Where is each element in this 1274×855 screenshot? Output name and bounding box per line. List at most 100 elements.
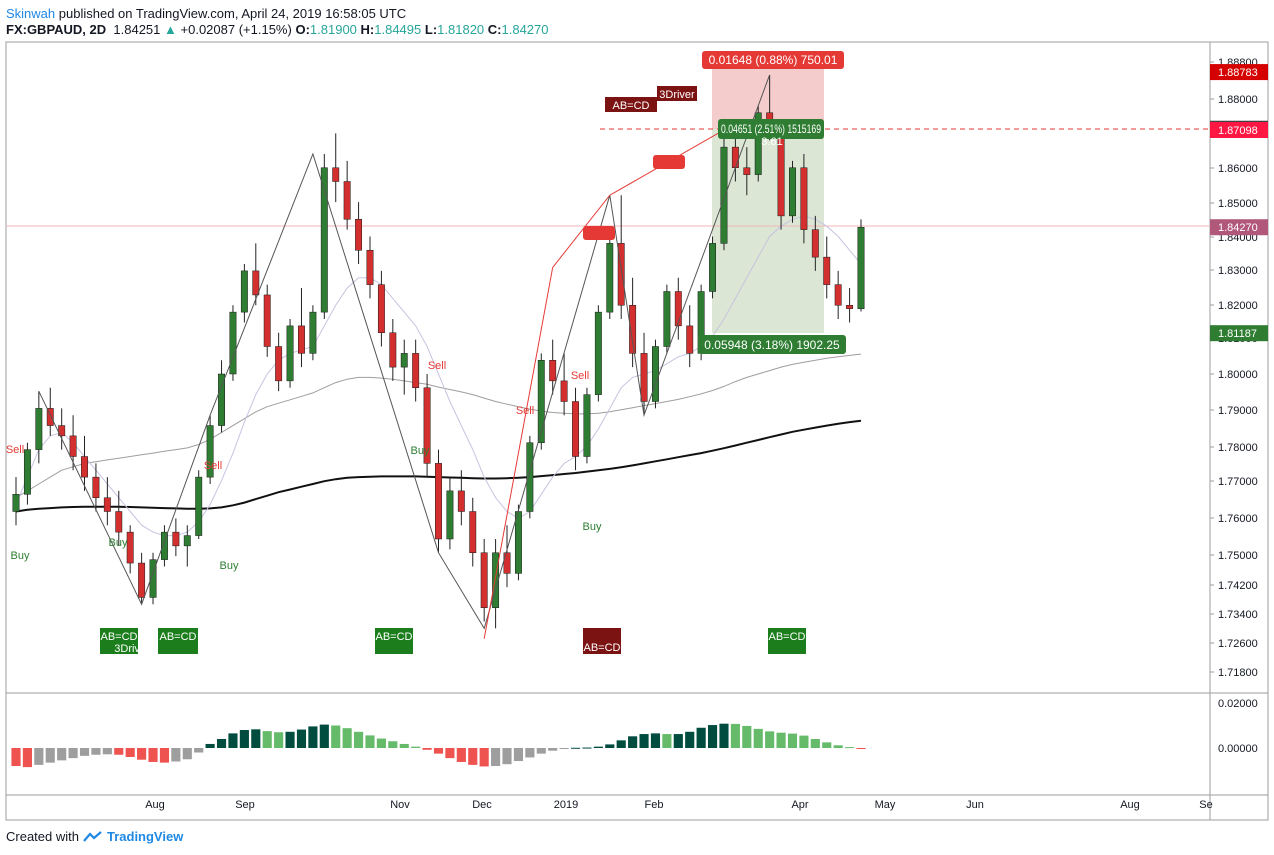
- price-badge[interactable]: [1210, 64, 1268, 81]
- candle-body: [789, 167, 796, 217]
- candle-body: [103, 497, 111, 512]
- oscillator-bar: [491, 748, 501, 766]
- footer: Created with TradingView: [6, 829, 183, 844]
- pattern-leg-tag[interactable]: [653, 155, 685, 169]
- oscillator-bar: [422, 748, 432, 750]
- candle-body: [240, 270, 248, 313]
- oscillator-tick-label: 0.02000: [1218, 698, 1258, 710]
- oscillator-bar: [845, 747, 855, 749]
- created-with-text: Created with: [6, 829, 79, 844]
- oscillator-bar: [376, 738, 386, 748]
- oscillator-bar: [57, 748, 67, 761]
- candle-body: [583, 394, 591, 457]
- sell-signal-label: Sell: [428, 360, 446, 372]
- price-tick-label: 1.78000: [1218, 442, 1258, 454]
- publish-info: Skinwah published on TradingView.com, Ap…: [6, 6, 406, 21]
- price-badge[interactable]: [1210, 122, 1268, 139]
- oscillator-bar: [34, 748, 44, 765]
- high-label: H:: [360, 22, 375, 37]
- oscillator-bar: [479, 748, 489, 767]
- oscillator-bar: [399, 743, 409, 748]
- candle-body: [355, 219, 363, 251]
- time-tick-label: Feb: [645, 799, 664, 811]
- oscillator-bar: [582, 747, 592, 749]
- tradingview-brand[interactable]: TradingView: [106, 829, 184, 844]
- high-value: 1.84495: [374, 22, 422, 37]
- price-tick-label: 1.86000: [1218, 163, 1258, 175]
- oscillator-bar: [456, 748, 466, 762]
- oscillator-bar: [662, 734, 672, 748]
- candle-body: [686, 325, 694, 354]
- position-stop-zone[interactable]: [712, 129, 824, 333]
- position-stop-label: 0.05948 (3.18%) 1902.25: [704, 338, 840, 352]
- oscillator-bar: [159, 748, 170, 763]
- pattern-tag-abcd-5[interactable]: [768, 628, 806, 654]
- price-badge-label: 1.87098: [1218, 125, 1258, 137]
- oscillator-bar: [639, 734, 649, 748]
- publisher-username[interactable]: Skinwah: [6, 6, 56, 21]
- time-axis[interactable]: Aug Sep Nov Dec 2019 Feb Apr May Jun Aug Se: [145, 799, 1213, 811]
- oscillator-tick-label: 0.00000: [1218, 743, 1258, 755]
- pattern-tag-3driver-top[interactable]: [657, 86, 697, 101]
- pattern-tag-abcd-2[interactable]: [158, 628, 198, 654]
- price-tick-label: 1.75000: [1218, 550, 1258, 562]
- pattern-label-abcd-top: AB=CD: [613, 100, 650, 112]
- candle-body: [81, 456, 88, 478]
- time-tick-label: Aug: [1120, 799, 1140, 811]
- pattern-tag-abcd-top[interactable]: [605, 97, 657, 112]
- pattern-tag-abcd-1[interactable]: [100, 628, 138, 654]
- candle-body: [526, 442, 534, 512]
- low-value: 1.81820: [437, 22, 485, 37]
- candle-body: [469, 511, 477, 553]
- price-tick-label: 1.76000: [1218, 513, 1258, 525]
- candle-body: [572, 401, 579, 457]
- time-tick-label: Nov: [390, 799, 410, 811]
- candle-body: [446, 490, 454, 540]
- price-badge-label: 1.88783: [1218, 67, 1258, 79]
- candle-body: [823, 256, 831, 285]
- buy-signal-label: Buy: [411, 445, 430, 457]
- price-tick-label: 1.80000: [1218, 369, 1258, 381]
- candle-body: [629, 305, 637, 354]
- oscillator-bar: [833, 745, 843, 748]
- position-target-badge[interactable]: [702, 51, 844, 69]
- oscillator-bar: [342, 728, 352, 748]
- oscillator-bar: [765, 731, 775, 748]
- oscillator-bar: [707, 725, 718, 748]
- up-arrow-icon: ▲: [164, 22, 177, 37]
- oscillator-bar: [525, 748, 535, 758]
- oscillator-bar: [331, 725, 341, 748]
- oscillator-bar: [148, 748, 158, 762]
- candle-body: [275, 346, 283, 382]
- price-badge[interactable]: [1210, 325, 1268, 342]
- pattern-leg-tag[interactable]: [583, 226, 615, 240]
- candle-body: [503, 552, 511, 574]
- candle-body: [252, 270, 260, 296]
- oscillator-bar: [125, 748, 135, 757]
- price-change: +0.02087 (+1.15%): [180, 22, 292, 37]
- oscillator-bar: [468, 748, 478, 765]
- candle-body: [377, 284, 385, 333]
- chart-frame: [5, 41, 1269, 821]
- pattern-tag-abcd-3[interactable]: [375, 628, 413, 654]
- pattern-tag-abcd-4[interactable]: [583, 628, 621, 654]
- candle-body: [834, 284, 842, 306]
- buy-signal-label: Buy: [220, 560, 239, 572]
- ohlc-legend: FX:GBPAUD, 2D 1.84251 ▲ +0.02087 (+1.15%…: [6, 22, 549, 37]
- price-badge[interactable]: [1210, 219, 1268, 236]
- position-stop-badge[interactable]: [698, 335, 846, 354]
- oscillator-bar: [388, 741, 398, 748]
- oscillator-bar: [513, 748, 523, 762]
- price-tick-label: 1.77000: [1218, 476, 1258, 488]
- sell-signal-label: Sell: [204, 460, 222, 472]
- position-entry-badge[interactable]: [718, 119, 824, 139]
- buy-signal-label: Buy: [11, 550, 30, 562]
- candle-body: [743, 167, 751, 175]
- open-value: 1.81900: [309, 22, 357, 37]
- oscillator-bar: [22, 748, 32, 768]
- oscillator-bar: [411, 746, 421, 748]
- oscillator-bar: [262, 731, 272, 748]
- low-label: L:: [424, 22, 438, 37]
- oscillator-bar: [239, 730, 249, 748]
